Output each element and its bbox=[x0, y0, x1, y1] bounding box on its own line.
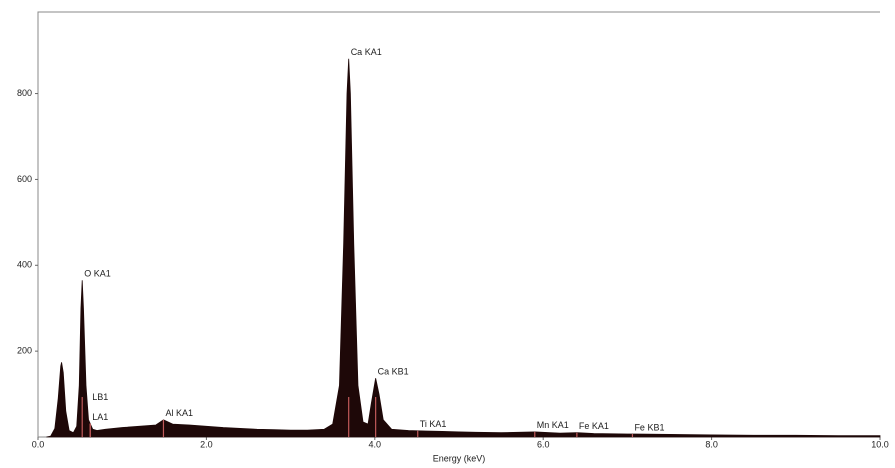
peak-label: LA1 bbox=[92, 412, 108, 422]
peak-label: Ca KA1 bbox=[351, 47, 382, 57]
x-axis-label: Energy (keV) bbox=[433, 453, 486, 463]
x-tick-label: 2.0 bbox=[200, 439, 213, 449]
peak-label: Fe KB1 bbox=[634, 422, 664, 432]
peak-label: Mn KA1 bbox=[537, 420, 569, 430]
peak-label: O KA1 bbox=[84, 269, 111, 279]
y-tick-label: 800 bbox=[17, 88, 32, 98]
plot-frame bbox=[37, 11, 880, 437]
y-tick-label: 200 bbox=[17, 346, 32, 356]
peak-label: Ca KB1 bbox=[378, 367, 409, 377]
y-tick-label: 400 bbox=[17, 260, 32, 270]
y-tick-label: 600 bbox=[17, 174, 32, 184]
x-tick-label: 8.0 bbox=[705, 439, 718, 449]
peak-label: Al KA1 bbox=[165, 408, 193, 418]
peak-label: LB1 bbox=[92, 392, 108, 402]
spectrum-area bbox=[46, 58, 881, 438]
x-tick-label: 6.0 bbox=[537, 439, 550, 449]
peak-label: Ti KA1 bbox=[420, 419, 447, 429]
x-tick-label: 0.0 bbox=[32, 439, 45, 449]
peak-label: Fe KA1 bbox=[579, 421, 609, 431]
x-tick-label: 10.0 bbox=[871, 439, 889, 449]
x-tick-label: 4.0 bbox=[369, 439, 382, 449]
